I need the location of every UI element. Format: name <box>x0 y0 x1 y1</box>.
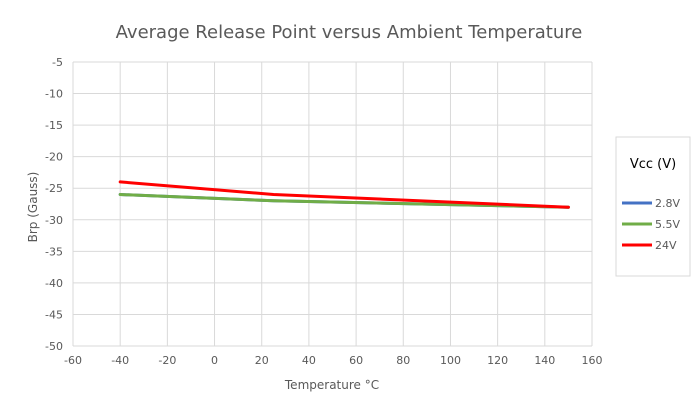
legend-title: Vcc (V) <box>630 157 676 172</box>
y-tick-label: -20 <box>45 151 63 164</box>
chart-title: Average Release Point versus Ambient Tem… <box>116 22 583 43</box>
x-tick-label: 120 <box>487 354 508 367</box>
x-tick-label: 140 <box>534 354 555 367</box>
series-lines <box>118 180 570 209</box>
y-tick-label: -35 <box>45 245 63 258</box>
x-tick-label: 160 <box>582 354 603 367</box>
x-tick-label: 20 <box>255 354 269 367</box>
y-tick-label: -5 <box>52 56 63 69</box>
y-tick-label: -50 <box>45 340 63 353</box>
x-tick-labels: -60 -40 -20 0 20 40 60 80 100 120 140 160 <box>64 354 602 367</box>
x-tick-label: -20 <box>158 354 176 367</box>
x-tick-label: -60 <box>64 354 82 367</box>
x-axis-label: Temperature °C <box>284 378 379 392</box>
x-tick-label: 80 <box>396 354 410 367</box>
y-tick-label: -25 <box>45 182 63 195</box>
x-tick-label: 0 <box>211 354 218 367</box>
y-tick-label: -10 <box>45 88 63 101</box>
y-tick-label: -30 <box>45 214 63 227</box>
y-tick-labels: -5 -10 -15 -20 -25 -30 -35 -40 -45 -50 <box>45 56 63 353</box>
y-tick-label: -15 <box>45 119 63 132</box>
series-line-5-5v <box>118 193 570 209</box>
x-tick-label: 100 <box>440 354 461 367</box>
legend: Vcc (V) 2.8V 5.5V 24V <box>615 136 691 277</box>
y-axis-label: Brp (Gauss) <box>26 172 40 243</box>
legend-box <box>615 136 691 277</box>
y-tick-label: -40 <box>45 277 63 290</box>
y-tick-label: -45 <box>45 308 63 321</box>
legend-label: 5.5V <box>655 218 680 231</box>
legend-label: 24V <box>655 239 677 252</box>
legend-items: 2.8V 5.5V 24V <box>622 197 680 252</box>
series-line-24v <box>118 180 570 209</box>
x-tick-label: -40 <box>111 354 129 367</box>
legend-label: 2.8V <box>655 197 680 210</box>
x-tick-label: 60 <box>349 354 363 367</box>
x-tick-label: 40 <box>302 354 316 367</box>
